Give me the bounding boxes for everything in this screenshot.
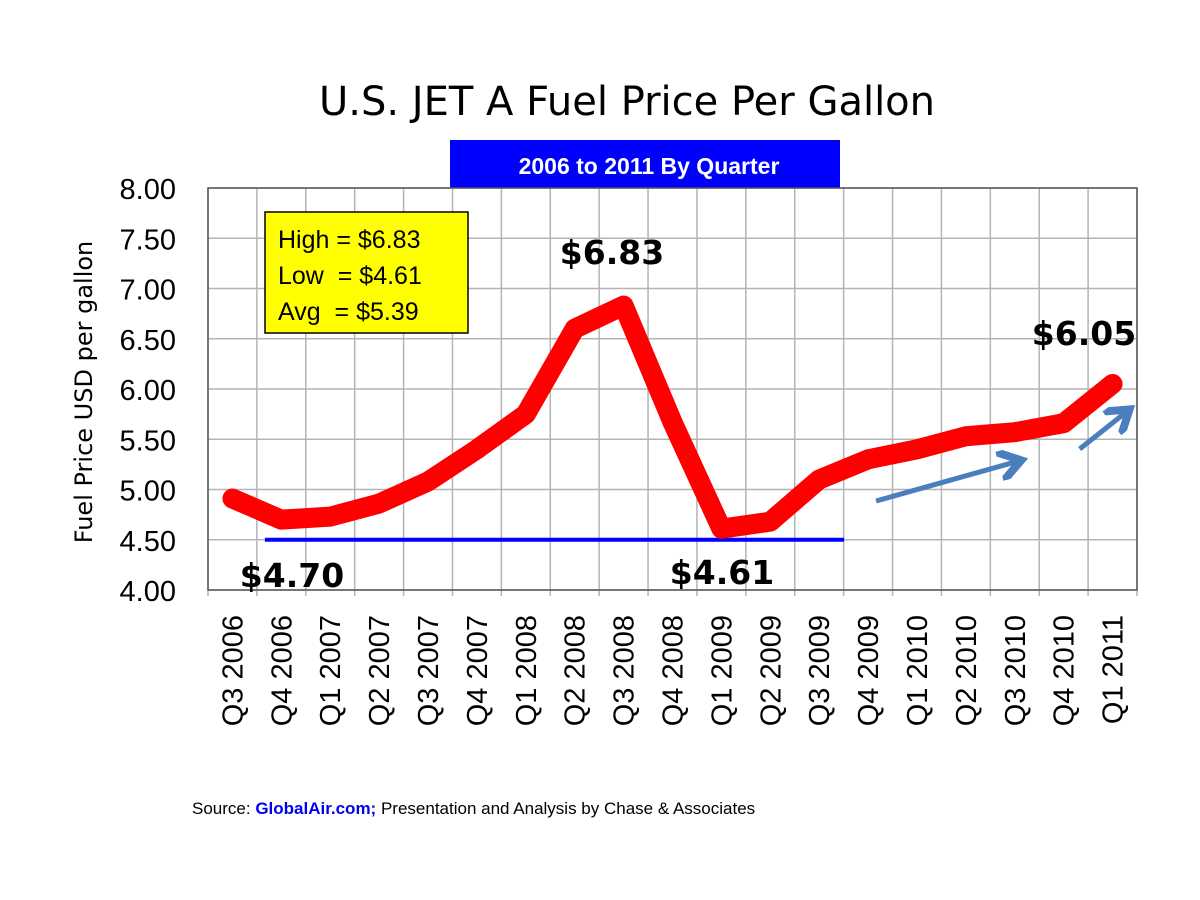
- data-point: [475, 448, 478, 451]
- data-point: [1013, 431, 1016, 434]
- x-tick-label: Q1 2011: [1098, 615, 1130, 724]
- data-point: [524, 413, 527, 416]
- x-tick-label: Q3 2006: [217, 615, 249, 726]
- data-point: [231, 497, 234, 500]
- stats-box: High = $6.83 Low = $4.61 Avg = $5.39: [264, 211, 469, 334]
- x-tick-label: Q4 2009: [853, 615, 885, 726]
- y-axis-label: Fuel Price USD per gallon: [70, 241, 98, 544]
- x-tick-label: Q2 2010: [951, 615, 983, 726]
- x-tick-label: Q4 2007: [462, 615, 494, 726]
- x-tick-label: Q4 2010: [1049, 615, 1081, 726]
- x-tick-label: Q1 2009: [706, 615, 738, 726]
- x-tick-label: Q3 2007: [413, 615, 445, 726]
- y-tick-label: 6.50: [120, 325, 176, 357]
- data-point: [720, 527, 723, 530]
- data-points: [231, 304, 1114, 530]
- y-tick-label: 8.00: [120, 174, 176, 206]
- y-tick-label: 6.00: [120, 375, 176, 407]
- source-note: Source: GlobalAir.com; Presentation and …: [192, 799, 755, 818]
- x-tick-label: Q1 2007: [315, 615, 347, 726]
- x-tick-label: Q4 2006: [266, 615, 298, 726]
- y-tick-label: 7.50: [120, 224, 176, 256]
- data-point: [818, 478, 821, 481]
- source-prefix: Source:: [192, 799, 255, 818]
- data-point: [427, 480, 430, 483]
- x-tick-label: Q2 2009: [755, 615, 787, 726]
- data-point: [867, 458, 870, 461]
- data-point: [329, 515, 332, 518]
- stats-box-background: [264, 211, 469, 334]
- annotation-low: $4.61: [670, 553, 774, 592]
- annotation-latest: $6.05: [1032, 314, 1136, 353]
- data-point: [573, 327, 576, 330]
- source-link[interactable]: GlobalAir.com;: [255, 799, 376, 818]
- annotation-q4-2006: $4.70: [240, 556, 344, 595]
- stats-avg: Avg = $5.39: [278, 298, 419, 326]
- subtitle-box: [450, 140, 840, 188]
- data-point: [1062, 422, 1065, 425]
- y-tick-label: 5.00: [120, 476, 176, 508]
- x-tick-label: Q1 2008: [511, 615, 543, 726]
- annotation-high: $6.83: [560, 233, 664, 272]
- x-axis-ticks: Q3 2006 Q4 2006 Q1 2007 Q2 2007 Q3 2007 Q4 20…: [217, 615, 1129, 726]
- x-tick-label: Q2 2008: [560, 615, 592, 726]
- y-tick-label: 7.00: [120, 275, 176, 307]
- y-axis-ticks: 8.00 7.50 7.00 6.50 6.00 5.50 5.00 4.50 4.00: [120, 174, 176, 608]
- stats-high: High = $6.83: [278, 226, 420, 254]
- x-tick-label: Q3 2009: [804, 615, 836, 726]
- x-tick-label: Q3 2008: [609, 615, 641, 726]
- trend-arrow: [1078, 411, 1128, 451]
- chart-subtitle: 2006 to 2011 By Quarter: [519, 153, 780, 179]
- data-point: [1111, 382, 1114, 385]
- y-tick-label: 4.00: [120, 576, 176, 608]
- x-tick-label: Q3 2010: [1000, 615, 1032, 726]
- chart-title: U.S. JET A Fuel Price Per Gallon: [319, 79, 935, 125]
- data-point: [915, 448, 918, 451]
- x-tick-label: Q4 2008: [658, 615, 690, 726]
- source-suffix: Presentation and Analysis by Chase & Ass…: [376, 799, 755, 818]
- x-tick-label: Q2 2007: [364, 615, 396, 726]
- data-point: [280, 518, 283, 521]
- y-tick-label: 4.50: [120, 526, 176, 558]
- trend-arrows: [875, 411, 1128, 504]
- y-tick-label: 5.50: [120, 425, 176, 457]
- data-point: [964, 435, 967, 438]
- data-point: [378, 502, 381, 505]
- plot-area-border: [207, 187, 1138, 591]
- data-point: [671, 421, 674, 424]
- stats-low: Low = $4.61: [278, 262, 422, 290]
- x-tick-label: Q1 2010: [902, 615, 934, 726]
- data-point: [769, 520, 772, 523]
- data-point: [622, 304, 625, 307]
- trend-arrow: [875, 461, 1019, 504]
